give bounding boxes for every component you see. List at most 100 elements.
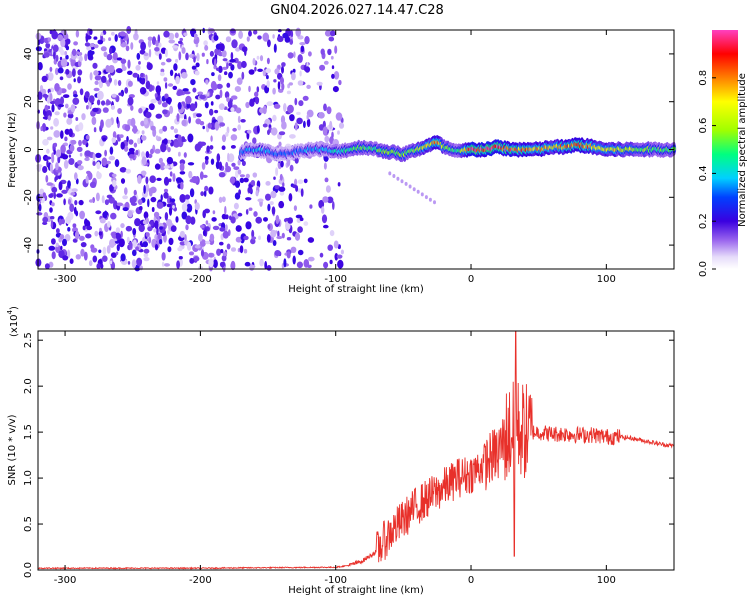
spectrogram-noise-cell [61, 154, 69, 160]
spectrogram-noise-cell [79, 152, 83, 157]
spectrogram-noise-cell [89, 43, 95, 48]
spectrogram-noise-cell [104, 199, 109, 206]
spectrogram-noise-cell [265, 68, 271, 74]
spectrogram-noise-cell [256, 125, 260, 134]
spectrogram-noise-cell [212, 259, 218, 269]
spectrogram-noise-cell [251, 229, 255, 239]
spectrogram-noise-cell [205, 240, 211, 245]
spectrogram-noise-cell [323, 261, 329, 269]
spectrogram-noise-cell [143, 117, 148, 125]
spectrogram-noise-cell [84, 91, 90, 99]
spectrogram-noise-cell [265, 181, 271, 186]
spectrogram-noise-cell [208, 186, 214, 195]
spectrogram-noise-cell [49, 92, 53, 102]
spectrogram-noise-cell [162, 125, 168, 132]
spectrogram-noise-cell [77, 165, 84, 171]
spectrogram-noise-cell [254, 96, 260, 105]
spectrogram-noise-cell [68, 158, 75, 165]
spectrogram-noise-cell [267, 39, 271, 48]
spectrogram-noise-cell [170, 225, 177, 233]
spectrogram-noise-cell [194, 143, 202, 152]
spectrogram-noise-cell [112, 179, 117, 187]
spectrogram-noise-cell [130, 149, 135, 156]
spectrogram-noise-cell [396, 176, 400, 181]
spectrogram-noise-cell [289, 114, 295, 122]
spectrogram-noise-cell [288, 82, 293, 86]
spectrogram-noise-cell [299, 217, 304, 222]
spectrogram-noise-cell [302, 95, 309, 101]
spectrogram-noise-cell [433, 200, 436, 205]
spectrogram-noise-cell [392, 174, 396, 178]
spectrogram-noise-cell [54, 111, 60, 116]
spectrogram-noise-cell [193, 33, 198, 40]
colorbar-tick-label: 0.8 [698, 70, 709, 86]
spectrogram-noise-cell [158, 157, 163, 164]
spectrogram-noise-cell [309, 204, 313, 209]
spectrogram-noise-cell [142, 87, 147, 94]
spectrogram-noise-cell [143, 184, 146, 194]
spectrogram-noise-cell [289, 134, 296, 139]
spectrogram-noise-cell [179, 194, 186, 203]
spectrogram-noise-cell [224, 71, 228, 76]
spectrogram-noise-cell [289, 164, 294, 172]
spectrogram-noise-cell [193, 255, 200, 262]
spectrogram-noise-cell [89, 72, 93, 81]
spectrogram-noise-cell [74, 230, 80, 240]
spectrogram-noise-cell [239, 174, 245, 178]
x-tick-label: -200 [189, 575, 212, 586]
spectrogram-noise-cell [120, 223, 125, 229]
spectrogram-noise-cell [269, 201, 274, 206]
spectrogram-noise-cell [53, 117, 59, 127]
spectrogram-noise-cell [177, 247, 183, 252]
spectrogram-noise-cell [150, 148, 154, 155]
spectrogram-noise-cell [121, 66, 127, 71]
spectrogram-noise-cell [155, 85, 162, 94]
spectrogram-noise-cell [110, 104, 115, 110]
colorbar-tick-label: 0.0 [698, 261, 709, 277]
spectrogram-noise-cell [58, 104, 64, 108]
spectrogram-noise-cell [130, 42, 134, 50]
spectrogram-noise-cell [250, 180, 256, 186]
spectrogram-noise-cell [62, 94, 70, 98]
spectrogram-noise-cell [327, 244, 334, 251]
spectrogram-noise-cell [85, 135, 90, 140]
spectrogram-noise-cell [154, 148, 161, 154]
spectrogram-noise-cell [59, 76, 64, 81]
spectrogram-noise-cell [145, 232, 150, 238]
spectrogram-noise-cell [140, 120, 145, 127]
spectrogram-noise-cell [163, 77, 168, 82]
spectrogram-noise-cell [181, 203, 188, 212]
spectrogram-noise-cell [281, 82, 285, 91]
spectrogram-noise-cell [300, 188, 304, 197]
spectrogram-noise-cell [205, 79, 209, 85]
spectrogram-noise-cell [55, 242, 59, 248]
spectrogram-noise-cell [127, 261, 131, 265]
spectrogram-noise-cell [322, 196, 329, 203]
snr-scale-exponent: 4 [6, 309, 14, 314]
spectrogram-noise-cell [68, 154, 72, 158]
spectrogram-noise-cell [254, 91, 259, 98]
spectrogram-noise-cell [297, 249, 304, 256]
spectrogram-noise-cell [132, 228, 137, 236]
spectrogram-noise-cell [287, 52, 294, 59]
spectrogram-noise-cell [140, 79, 146, 85]
spectrogram-noise-cell [91, 116, 97, 126]
spectrogram-noise-cell [186, 241, 192, 251]
spectrogram-noise-cell [277, 81, 281, 90]
spectrogram-noise-cell [51, 202, 55, 207]
spectrogram-noise-cell [208, 28, 215, 34]
spectrogram-noise-cell [95, 152, 102, 158]
y-tick-label: 0.5 [23, 516, 34, 532]
spectrogram-noise-cell [250, 238, 256, 245]
spectrogram-noise-cell [106, 194, 113, 199]
spectrogram-noise-cell [145, 217, 149, 224]
spectrogram-noise-cell [274, 68, 280, 75]
spectrogram-noise-cell [145, 176, 149, 185]
spectrogram-noise-cell [211, 83, 218, 91]
spectrogram-noise-cell [225, 36, 232, 43]
spectrogram-noise-cell [248, 85, 251, 93]
spectrogram-noise-cell [156, 201, 164, 209]
spectrogram-noise-cell [135, 149, 139, 156]
spectrogram-noise-cell [65, 45, 70, 51]
